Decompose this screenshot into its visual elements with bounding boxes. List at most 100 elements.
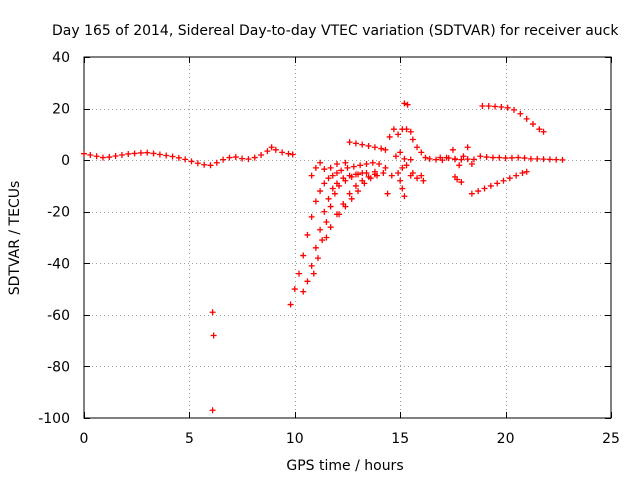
data-point (81, 150, 87, 157)
data-point (93, 153, 100, 160)
data-point (312, 164, 319, 171)
data-point (464, 156, 471, 163)
data-point (308, 262, 315, 269)
data-point (498, 104, 505, 111)
data-point (456, 162, 463, 169)
data-point (409, 136, 416, 143)
data-point (308, 172, 315, 179)
data-point (352, 140, 359, 147)
x-tick-label: 20 (497, 431, 515, 447)
data-point (395, 131, 402, 138)
series-dip-arc-1 (287, 170, 340, 308)
data-point (304, 278, 311, 285)
data-point (443, 154, 450, 161)
data-point (338, 167, 345, 174)
data-point (304, 231, 311, 238)
data-point (210, 332, 217, 339)
data-point (553, 156, 560, 163)
data-point (392, 153, 399, 160)
data-point (355, 171, 362, 178)
data-point (504, 104, 511, 111)
data-point (350, 163, 357, 170)
data-point (258, 151, 265, 158)
data-point (460, 153, 467, 160)
data-point (272, 146, 279, 153)
data-point (464, 144, 471, 151)
data-point (433, 156, 440, 163)
data-point (388, 172, 395, 179)
data-point (500, 177, 507, 184)
data-point (291, 286, 298, 293)
data-point (414, 175, 421, 182)
data-point (361, 180, 368, 187)
data-point (239, 155, 246, 162)
y-tick-label: -40 (47, 256, 70, 272)
series-high-arc (479, 102, 547, 135)
data-point (125, 150, 132, 157)
data-point (317, 188, 324, 195)
series-night-outliers (209, 309, 217, 414)
data-point (289, 151, 296, 158)
axis-ticks (84, 57, 612, 419)
data-point (251, 154, 258, 161)
data-point (367, 175, 374, 182)
y-tick-label: -20 (47, 205, 70, 221)
y-tick-label: 40 (52, 50, 70, 66)
data-point (327, 164, 334, 171)
data-point (296, 270, 303, 277)
data-point (317, 159, 324, 166)
x-tick-label: 10 (286, 431, 304, 447)
data-point (308, 213, 315, 220)
data-point (384, 190, 391, 197)
data-point (87, 151, 94, 158)
data-point (487, 182, 494, 189)
data-point (220, 156, 227, 163)
data-point (506, 175, 513, 182)
series-dip-arc-2 (300, 170, 366, 295)
data-point (374, 172, 381, 179)
data-point (536, 126, 543, 133)
data-point (209, 309, 216, 316)
data-point (426, 155, 433, 162)
data-point (382, 164, 389, 171)
data-point (268, 144, 275, 151)
data-point (321, 166, 328, 173)
data-point (502, 155, 509, 162)
data-point (420, 177, 427, 184)
data-point (414, 144, 421, 151)
data-point (342, 203, 349, 210)
data-point (188, 158, 195, 165)
series-dip-arc-5 (336, 170, 387, 218)
x-axis-label: GPS time / hours (286, 458, 403, 474)
data-point (479, 102, 486, 109)
data-point (492, 103, 499, 110)
data-point (380, 170, 387, 177)
data-point (348, 195, 355, 202)
data-point (468, 161, 475, 168)
series-baseline (81, 144, 296, 169)
data-point (489, 154, 496, 161)
data-point (452, 155, 459, 162)
data-point (355, 188, 362, 195)
data-point (169, 153, 176, 160)
data-point (395, 170, 402, 177)
data-point (403, 126, 410, 133)
data-point (317, 226, 324, 233)
data-point (481, 185, 488, 192)
data-point (331, 190, 338, 197)
data-point (346, 190, 353, 197)
data-point (144, 149, 151, 156)
data-point (475, 188, 482, 195)
data-point (232, 154, 239, 161)
data-point (390, 126, 397, 133)
data-point (323, 219, 330, 226)
data-point (131, 150, 138, 157)
data-point (496, 154, 503, 161)
data-point (470, 156, 477, 163)
data-point (325, 195, 332, 202)
x-tick-label: 25 (602, 431, 620, 447)
data-point (401, 100, 408, 107)
data-point (376, 161, 383, 168)
data-point (209, 407, 216, 414)
data-point (449, 146, 456, 153)
